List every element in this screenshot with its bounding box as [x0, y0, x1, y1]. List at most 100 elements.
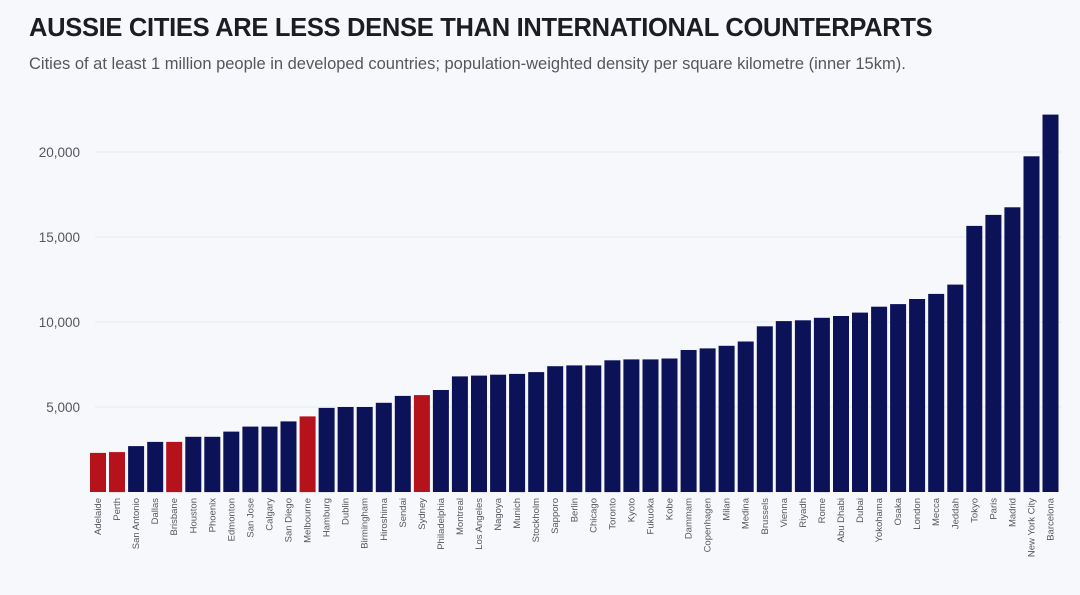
y-tick-label: 10,000: [39, 315, 80, 330]
x-tick-label: Munich: [512, 498, 523, 529]
bar-london: [909, 299, 926, 492]
bar-yokohama: [871, 306, 888, 492]
bar-hiroshima: [375, 402, 392, 493]
x-axis-labels: Adelaide Perth San Antonio Dallas Brisbane Ho…: [93, 497, 1057, 557]
bar-stockholm: [528, 372, 545, 492]
bar-fukuoka: [642, 359, 659, 492]
bar-berlin: [566, 365, 583, 493]
x-tick-label: Nagoya: [493, 497, 504, 530]
x-tick-label: Melbourne: [303, 498, 314, 543]
x-tick-label: Vienna: [779, 497, 790, 527]
y-tick-label: 20,000: [39, 145, 80, 160]
x-tick-label: Chicago: [588, 498, 599, 533]
x-tick-label: Phoenix: [207, 498, 218, 533]
bar-kobe: [661, 358, 678, 492]
bar-toronto: [604, 360, 621, 493]
bar-madrid: [1004, 207, 1021, 493]
bar-paris: [985, 214, 1002, 492]
x-tick-label: Berlin: [569, 498, 580, 522]
x-tick-label: London: [912, 498, 923, 530]
chart-subtitle: Cities of at least 1 million people in d…: [29, 55, 906, 73]
x-tick-label: Adelaide: [93, 498, 104, 535]
bars: [90, 114, 1059, 493]
bar-vienna: [775, 321, 792, 492]
bar-mecca: [928, 293, 945, 492]
x-tick-label: Yokohama: [874, 497, 885, 542]
x-tick-label: Hamburg: [322, 498, 333, 537]
x-tick-label: Fukuoka: [645, 497, 656, 534]
bar-nagoya: [490, 374, 507, 492]
bar-montreal: [451, 376, 468, 492]
bar-edmonton: [223, 431, 240, 492]
x-tick-label: Riyadh: [798, 498, 809, 528]
bar-sapporo: [547, 366, 564, 492]
bar-abu-dhabi: [833, 316, 849, 492]
bar-birmingham: [356, 407, 373, 492]
x-tick-label: New York City: [1026, 498, 1037, 557]
bar-rome: [813, 317, 830, 493]
bar-sydney: [413, 395, 430, 492]
x-tick-label: Medina: [741, 497, 752, 529]
bar-kyoto: [623, 359, 640, 492]
bar-tokyo: [966, 225, 983, 492]
x-tick-label: Mecca: [931, 497, 942, 526]
x-tick-label: Kyoto: [626, 498, 637, 522]
x-tick-label: Edmonton: [226, 498, 237, 541]
x-tick-label: Sapporo: [550, 498, 561, 534]
x-tick-label: Jeddah: [950, 498, 961, 529]
bar-san-diego: [280, 421, 297, 492]
x-tick-label: San Antonio: [131, 498, 142, 549]
bar-dallas: [147, 441, 164, 493]
bar-munich: [509, 373, 526, 493]
x-tick-label: Milan: [722, 498, 733, 521]
bar-perth: [109, 452, 125, 493]
x-tick-label: Barcelona: [1046, 497, 1057, 540]
y-axis-ticks: 5,000 10,000 15,000 20,000: [39, 145, 80, 415]
bar-dammam: [680, 350, 697, 492]
bar-san-antonio: [128, 446, 145, 492]
bar-sendai: [394, 395, 411, 492]
x-tick-label: Rome: [817, 498, 828, 523]
y-tick-label: 5,000: [46, 400, 80, 415]
bar-calgary: [261, 426, 278, 493]
bar-riyadh: [794, 320, 811, 492]
x-tick-label: Dubai: [855, 498, 866, 523]
x-tick-label: San Diego: [284, 498, 295, 542]
x-tick-label: Sendai: [398, 498, 409, 528]
x-tick-label: Abu Dhabi: [836, 498, 847, 542]
x-tick-label: Osaka: [893, 497, 904, 525]
bar-chicago: [585, 365, 602, 493]
bar-melbourne: [299, 416, 316, 493]
bar-dubai: [852, 312, 868, 492]
x-tick-label: Birmingham: [360, 498, 371, 549]
x-tick-label: Stockholm: [531, 498, 542, 542]
x-tick-label: Paris: [988, 498, 999, 520]
x-tick-label: Toronto: [607, 498, 618, 530]
x-tick-label: Copenhagen: [703, 498, 714, 552]
x-tick-label: Tokyo: [969, 498, 980, 523]
bar-new-york-city: [1023, 156, 1040, 493]
chart-title: AUSSIE CITIES ARE LESS DENSE THAN INTERN…: [29, 14, 933, 42]
bar-medina: [737, 341, 754, 492]
x-tick-label: Houston: [188, 498, 199, 533]
x-tick-label: Sydney: [417, 498, 428, 530]
x-tick-label: Brussels: [760, 498, 771, 535]
bar-barcelona: [1042, 114, 1059, 492]
bar-philadelphia: [432, 390, 449, 492]
bar-dublin: [337, 407, 354, 492]
bar-houston: [185, 436, 202, 493]
bar-hamburg: [318, 407, 335, 493]
x-tick-label: Dublin: [341, 498, 352, 525]
bar-adelaide: [90, 452, 106, 492]
bar-osaka: [890, 304, 907, 492]
x-tick-label: Hiroshima: [379, 497, 390, 540]
bar-milan: [718, 345, 735, 492]
bar-brussels: [756, 326, 773, 493]
bar-san-jose: [242, 426, 259, 493]
bar-jeddah: [947, 284, 964, 492]
bar-los-angeles: [471, 375, 487, 493]
x-tick-label: Calgary: [264, 498, 275, 531]
bar-brisbane: [166, 441, 183, 493]
y-tick-label: 15,000: [39, 230, 80, 245]
